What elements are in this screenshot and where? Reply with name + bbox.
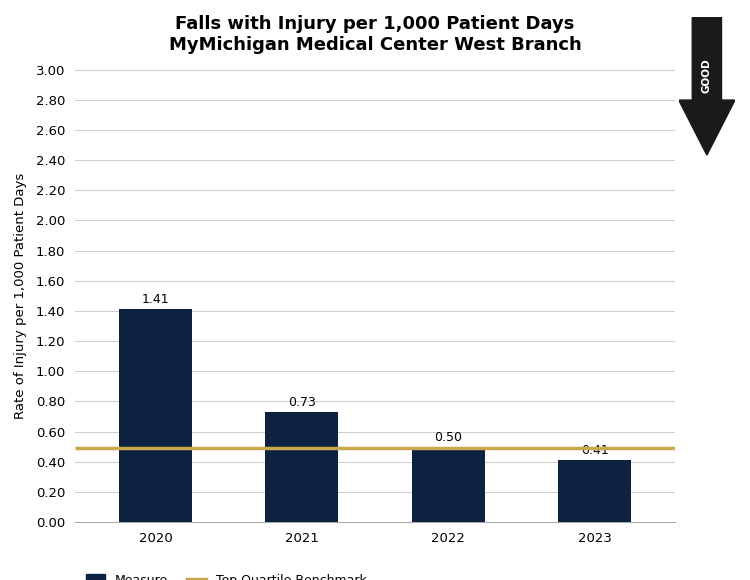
Text: GOOD: GOOD bbox=[702, 58, 712, 93]
Bar bbox=[558, 460, 631, 522]
Bar bbox=[266, 412, 338, 522]
Text: 0.73: 0.73 bbox=[288, 396, 316, 409]
Legend: Measure, Top Quartile Benchmark: Measure, Top Quartile Benchmark bbox=[81, 569, 371, 580]
Text: 0.41: 0.41 bbox=[580, 444, 608, 457]
Text: 0.50: 0.50 bbox=[434, 430, 462, 444]
Title: Falls with Injury per 1,000 Patient Days
MyMichigan Medical Center West Branch: Falls with Injury per 1,000 Patient Days… bbox=[169, 15, 581, 54]
Text: 1.41: 1.41 bbox=[142, 293, 170, 306]
Y-axis label: Rate of Injury per 1,000 Patient Days: Rate of Injury per 1,000 Patient Days bbox=[14, 173, 28, 419]
FancyArrow shape bbox=[679, 17, 735, 155]
Bar bbox=[412, 447, 485, 522]
Bar bbox=[119, 309, 192, 522]
